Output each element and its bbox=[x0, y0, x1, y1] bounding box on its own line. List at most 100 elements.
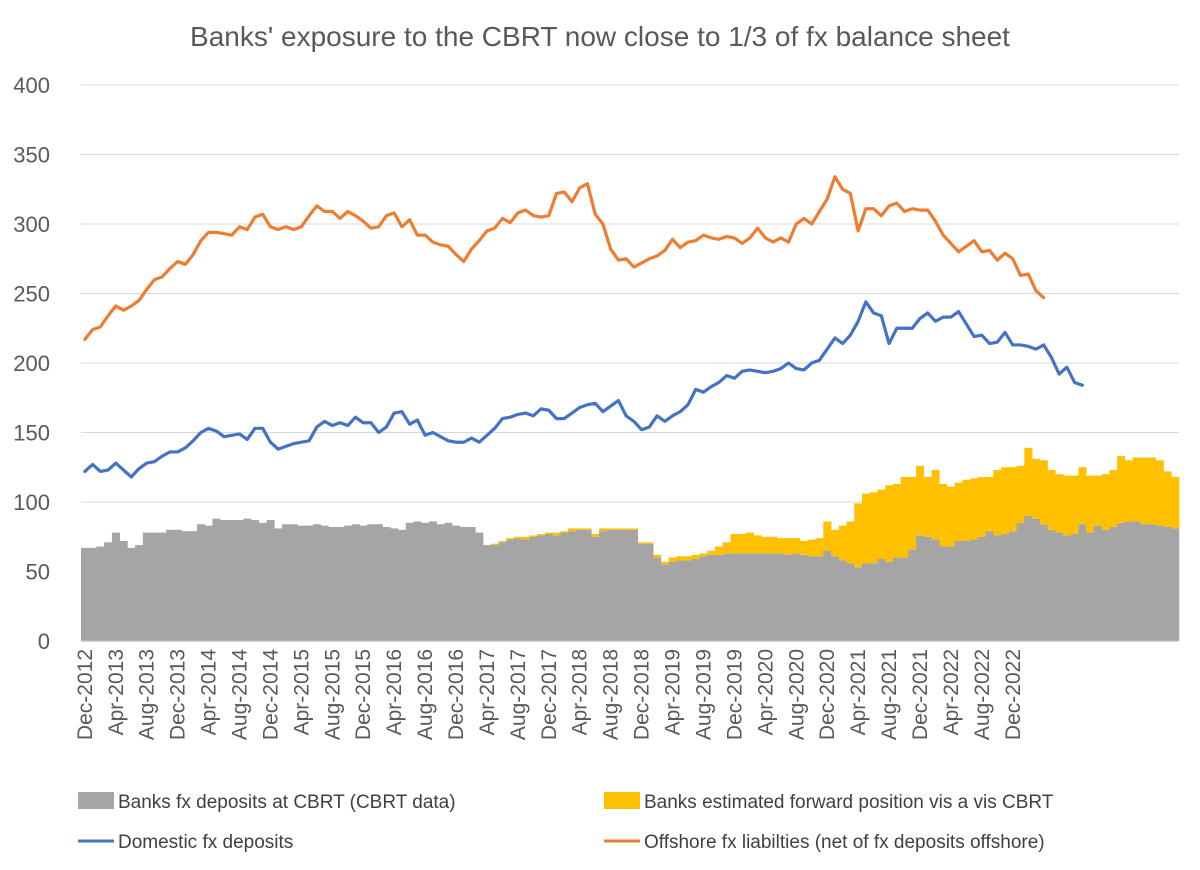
legend-label-domestic-deposits: Domestic fx deposits bbox=[118, 832, 293, 853]
x-tick-label: Dec-2022 bbox=[1002, 649, 1025, 740]
bar-cbrt-deposits bbox=[506, 539, 515, 641]
bar-cbrt-deposits bbox=[343, 525, 352, 641]
bar-cbrt-deposits bbox=[838, 560, 847, 641]
bar-cbrt-deposits bbox=[1124, 521, 1133, 641]
bar-forward-position bbox=[807, 539, 816, 557]
bar-forward-position bbox=[544, 532, 553, 534]
bar-cbrt-deposits bbox=[916, 535, 925, 641]
bar-forward-position bbox=[1093, 475, 1102, 526]
bar-cbrt-deposits bbox=[274, 528, 283, 641]
x-tick-label: Aug-2022 bbox=[971, 649, 994, 740]
bar-forward-position bbox=[699, 553, 708, 557]
bar-forward-position bbox=[923, 476, 932, 537]
bar-cbrt-deposits bbox=[606, 529, 615, 641]
bar-cbrt-deposits bbox=[81, 547, 90, 641]
bar-cbrt-deposits bbox=[707, 554, 716, 641]
bar-forward-position bbox=[939, 483, 948, 547]
bar-cbrt-deposits bbox=[691, 558, 700, 641]
lines bbox=[83, 175, 1084, 479]
bar-forward-position bbox=[1101, 474, 1110, 530]
bar-cbrt-deposits bbox=[869, 563, 878, 641]
bar-forward-position bbox=[869, 492, 878, 564]
bar-cbrt-deposits bbox=[475, 532, 484, 641]
bar-forward-position bbox=[1008, 467, 1017, 532]
bar-forward-position bbox=[715, 546, 724, 555]
legend: Banks fx deposits at CBRT (CBRT data) Ba… bbox=[78, 792, 1054, 853]
x-tick-label: Aug-2015 bbox=[321, 649, 344, 740]
bar-cbrt-deposits bbox=[127, 547, 136, 641]
bar-cbrt-deposits bbox=[459, 527, 468, 641]
bar-cbrt-deposits bbox=[436, 524, 445, 641]
bar-forward-position bbox=[722, 542, 731, 554]
bar-cbrt-deposits bbox=[776, 553, 785, 641]
x-tick-label: Dec-2013 bbox=[167, 649, 190, 740]
bar-forward-position bbox=[776, 538, 785, 554]
bar-cbrt-deposits bbox=[908, 549, 917, 641]
bar-cbrt-deposits bbox=[985, 531, 994, 641]
bar-cbrt-deposits bbox=[769, 553, 778, 641]
bar-forward-position bbox=[769, 536, 778, 554]
bar-forward-position bbox=[498, 540, 507, 543]
bar-cbrt-deposits bbox=[699, 556, 708, 641]
bar-forward-position bbox=[954, 482, 963, 541]
x-tick-label: Aug-2016 bbox=[414, 649, 437, 740]
legend-swatch-forward-position bbox=[604, 792, 640, 809]
bar-cbrt-deposits bbox=[1140, 524, 1149, 641]
bar-forward-position bbox=[792, 538, 801, 554]
bar-forward-position bbox=[645, 542, 654, 544]
y-tick-label: 50 bbox=[26, 560, 50, 585]
chart-title: Banks' exposure to the CBRT now close to… bbox=[190, 21, 1010, 52]
bar-cbrt-deposits bbox=[336, 527, 345, 641]
bar-forward-position bbox=[1078, 467, 1087, 525]
x-tick-label: Aug-2017 bbox=[507, 649, 530, 740]
y-tick-label: 100 bbox=[13, 490, 50, 515]
bar-forward-position bbox=[637, 542, 646, 544]
bar-cbrt-deposits bbox=[1155, 525, 1164, 641]
bar-cbrt-deposits bbox=[1047, 529, 1056, 641]
bar-forward-position bbox=[823, 521, 832, 551]
y-tick-label: 150 bbox=[13, 421, 50, 446]
bar-cbrt-deposits bbox=[1093, 525, 1102, 641]
bar-forward-position bbox=[653, 554, 662, 558]
bar-cbrt-deposits bbox=[158, 532, 167, 641]
bar-cbrt-deposits bbox=[374, 524, 383, 641]
bar-forward-position bbox=[591, 533, 600, 537]
x-tick-label: Apr-2014 bbox=[198, 649, 221, 736]
bar-cbrt-deposits bbox=[521, 539, 530, 641]
bar-forward-position bbox=[1124, 460, 1133, 522]
bar-cbrt-deposits bbox=[382, 527, 391, 641]
bar-forward-position bbox=[1117, 456, 1126, 523]
x-tick-label: Dec-2020 bbox=[816, 649, 839, 740]
bar-forward-position bbox=[977, 476, 986, 537]
bar-forward-position bbox=[1163, 471, 1172, 528]
bar-cbrt-deposits bbox=[1016, 522, 1025, 641]
bar-cbrt-deposits bbox=[421, 522, 430, 641]
x-tick-label: Dec-2014 bbox=[259, 649, 282, 740]
bar-forward-position bbox=[684, 556, 693, 561]
bar-forward-position bbox=[537, 533, 546, 536]
x-tick-label: Apr-2022 bbox=[940, 649, 963, 735]
legend-swatch-cbrt-deposits bbox=[78, 792, 114, 809]
bar-forward-position bbox=[560, 531, 569, 533]
x-tick-label: Apr-2018 bbox=[569, 649, 592, 735]
bar-forward-position bbox=[630, 528, 639, 530]
bar-cbrt-deposits bbox=[753, 553, 762, 641]
bar-cbrt-deposits bbox=[398, 529, 407, 641]
bar-cbrt-deposits bbox=[715, 554, 724, 641]
bar-cbrt-deposits bbox=[328, 527, 337, 641]
x-tick-label: Aug-2019 bbox=[692, 649, 715, 740]
bar-forward-position bbox=[1109, 470, 1118, 528]
x-tick-label: Dec-2021 bbox=[909, 649, 932, 740]
bar-forward-position bbox=[490, 543, 499, 546]
bar-forward-position bbox=[707, 550, 716, 555]
x-tick-label: Aug-2021 bbox=[878, 649, 901, 740]
bar-forward-position bbox=[784, 538, 793, 555]
bar-forward-position bbox=[877, 489, 886, 559]
bar-cbrt-deposits bbox=[1109, 527, 1118, 641]
bar-cbrt-deposits bbox=[745, 553, 755, 641]
y-tick-label: 200 bbox=[13, 351, 50, 376]
bar-forward-position bbox=[1086, 475, 1095, 533]
bar-forward-position bbox=[1171, 476, 1180, 529]
bar-cbrt-deposits bbox=[189, 531, 198, 641]
